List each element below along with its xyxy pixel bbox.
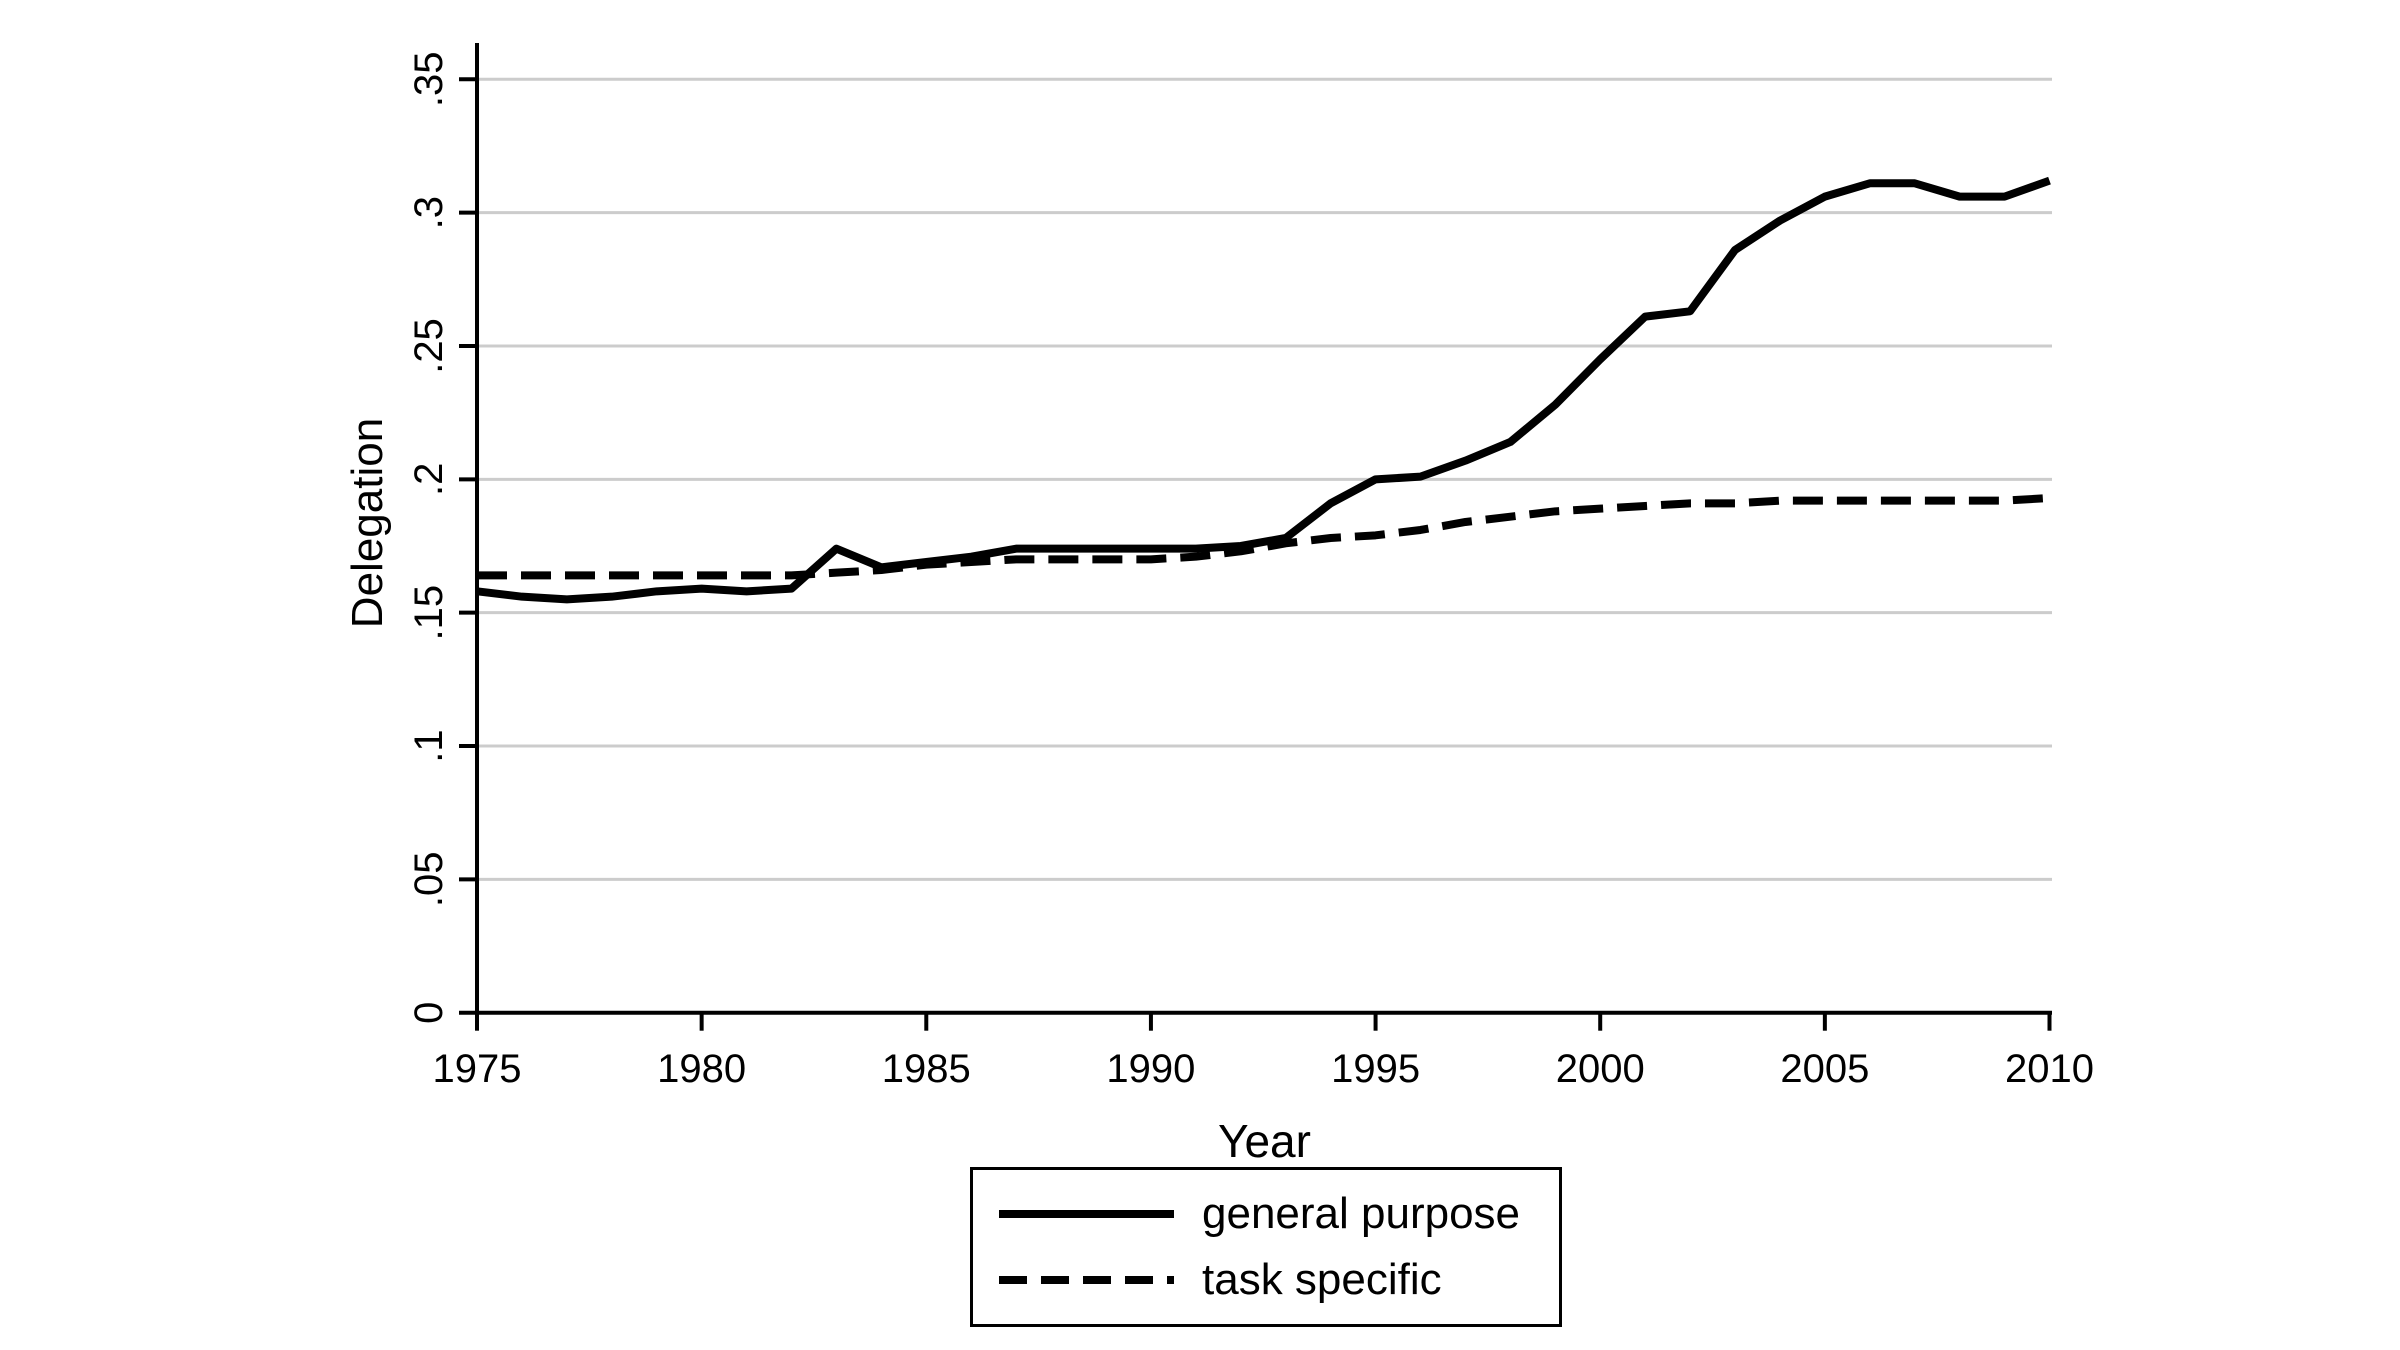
x-tick-label: 1975 xyxy=(433,1047,522,1091)
y-axis-title: Delegation xyxy=(343,417,392,629)
series-general-purpose xyxy=(476,176,2051,604)
x-axis-title: Year xyxy=(1218,1115,1311,1167)
legend-label-general-purpose: general purpose xyxy=(1202,1189,1521,1238)
x-tick-label: 1990 xyxy=(1106,1047,1195,1091)
legend: general purpose task specific xyxy=(970,1167,1562,1327)
x-tick-label: 2010 xyxy=(2005,1047,2094,1091)
y-tick-label: 0 xyxy=(407,1002,451,1024)
y-tick-label: .25 xyxy=(407,318,451,374)
y-tick-label: .3 xyxy=(407,196,451,229)
x-tick-label: 2005 xyxy=(1780,1047,1869,1091)
y-tick-label: .1 xyxy=(407,729,451,762)
y-tick-label: .15 xyxy=(407,585,451,641)
legend-label-task-specific: task specific xyxy=(1202,1255,1442,1304)
legend-item-general-purpose: general purpose xyxy=(999,1181,1559,1247)
x-tick-label: 1985 xyxy=(882,1047,971,1091)
dashed-line-swatch xyxy=(999,1276,1174,1284)
series-task-specific xyxy=(477,494,2050,580)
y-tick-label: .2 xyxy=(407,463,451,496)
x-tick-label: 1980 xyxy=(657,1047,746,1091)
y-tick-label: .05 xyxy=(407,852,451,908)
solid-line-swatch xyxy=(999,1210,1174,1218)
y-tick-label: .35 xyxy=(407,51,451,107)
legend-item-task-specific: task specific xyxy=(999,1247,1559,1313)
x-tick-label: 1995 xyxy=(1331,1047,1420,1091)
x-tick-label: 2000 xyxy=(1556,1047,1645,1091)
